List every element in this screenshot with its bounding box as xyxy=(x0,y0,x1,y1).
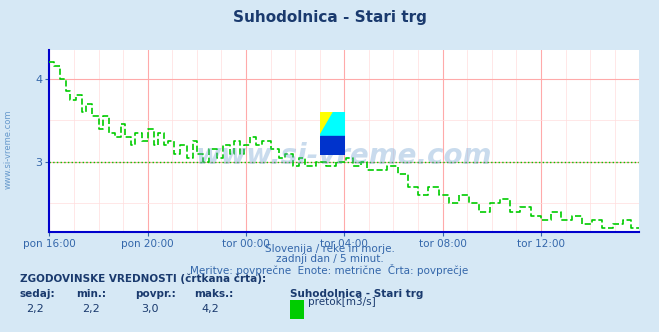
Text: www.si-vreme.com: www.si-vreme.com xyxy=(196,142,492,170)
Text: 4,2: 4,2 xyxy=(201,304,219,314)
Polygon shape xyxy=(320,136,345,155)
Text: Suhodolnica - Stari trg: Suhodolnica - Stari trg xyxy=(233,10,426,25)
Text: ZGODOVINSKE VREDNOSTI (črtkana črta):: ZGODOVINSKE VREDNOSTI (črtkana črta): xyxy=(20,274,266,285)
Text: Meritve: povprečne  Enote: metrične  Črta: povprečje: Meritve: povprečne Enote: metrične Črta:… xyxy=(190,264,469,276)
Text: Suhodolnica - Stari trg: Suhodolnica - Stari trg xyxy=(290,289,423,299)
Text: povpr.:: povpr.: xyxy=(135,289,176,299)
Text: 2,2: 2,2 xyxy=(26,304,44,314)
Text: www.si-vreme.com: www.si-vreme.com xyxy=(3,110,13,189)
Text: min.:: min.: xyxy=(76,289,106,299)
Text: maks.:: maks.: xyxy=(194,289,234,299)
Text: sedaj:: sedaj: xyxy=(20,289,55,299)
Text: zadnji dan / 5 minut.: zadnji dan / 5 minut. xyxy=(275,254,384,264)
Text: 3,0: 3,0 xyxy=(142,304,159,314)
Polygon shape xyxy=(320,112,333,136)
Polygon shape xyxy=(320,112,345,136)
Text: 2,2: 2,2 xyxy=(82,304,100,314)
Text: Slovenija / reke in morje.: Slovenija / reke in morje. xyxy=(264,244,395,254)
Text: pretok[m3/s]: pretok[m3/s] xyxy=(308,297,376,307)
